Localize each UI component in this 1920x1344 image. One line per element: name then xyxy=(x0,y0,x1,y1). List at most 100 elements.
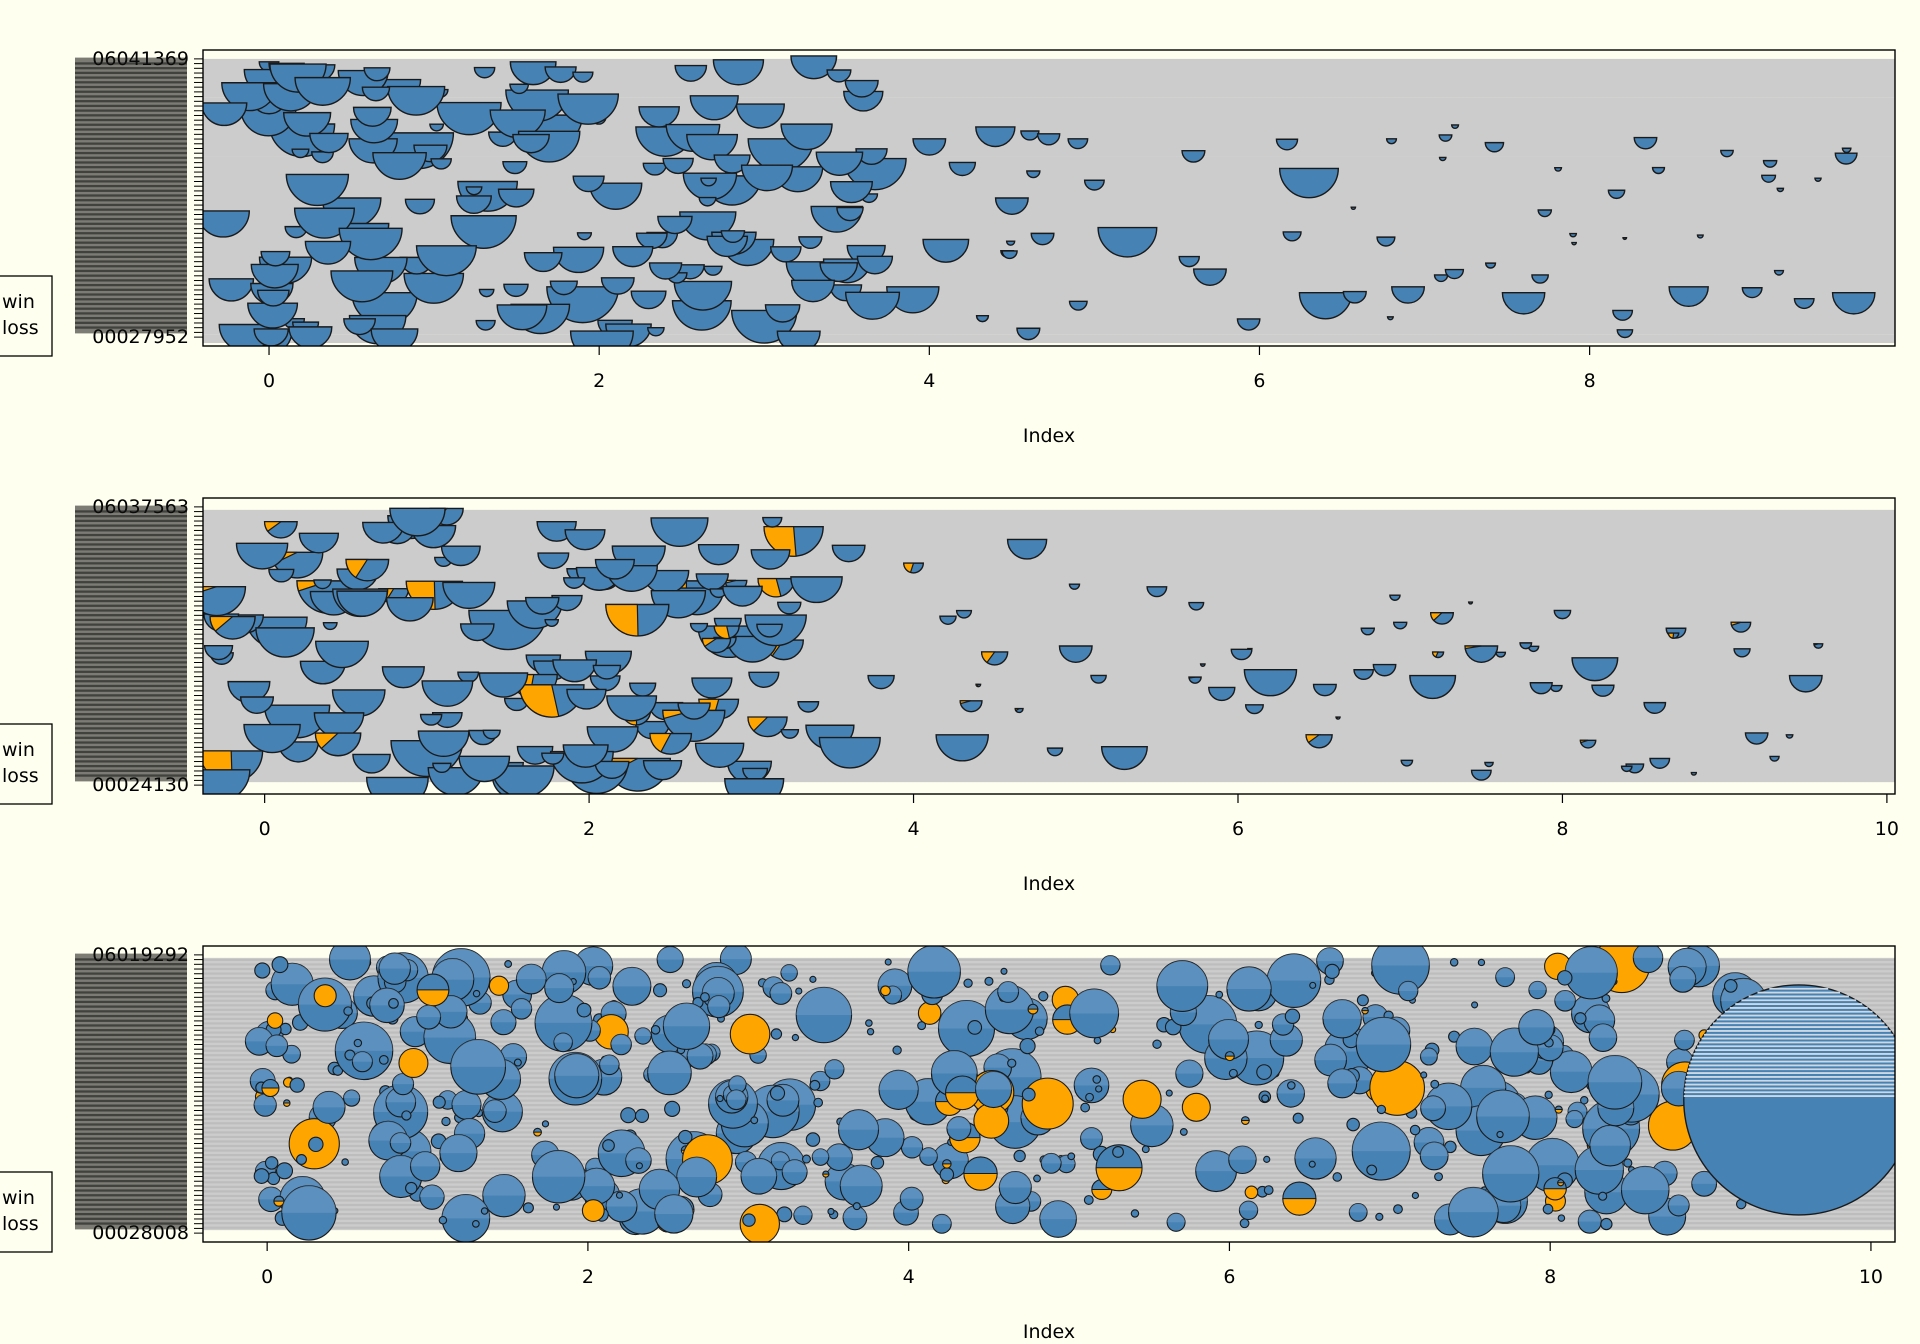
point-loss xyxy=(594,760,630,779)
stripe xyxy=(203,1140,1895,1143)
point-loss xyxy=(1649,757,1671,769)
y-tick-label-overlap xyxy=(75,727,187,735)
point-loss xyxy=(720,230,746,243)
point-loss xyxy=(735,103,785,129)
point-loss xyxy=(1834,152,1858,165)
point-shade xyxy=(1226,967,1272,990)
y-tick-label-overlap xyxy=(75,184,187,192)
point-loss xyxy=(805,1132,821,1147)
point-shade xyxy=(1356,1017,1411,1045)
point-loss xyxy=(1769,755,1780,762)
point-loss xyxy=(1020,130,1040,141)
point-loss xyxy=(1554,166,1563,172)
point-shade xyxy=(843,1206,867,1218)
y-tick-label-overlap xyxy=(75,236,187,244)
y-tick-label-overlap xyxy=(75,283,187,291)
point-shade xyxy=(313,1091,346,1108)
y-tick-label-overlap xyxy=(75,1033,187,1041)
legend-entry-loss: loss xyxy=(2,765,39,787)
y-tick-label-overlap xyxy=(75,109,187,117)
point-loss xyxy=(713,154,751,174)
y-tick-label-overlap xyxy=(75,963,187,971)
y-tick-label-overlap xyxy=(75,255,187,263)
point-win xyxy=(701,637,719,648)
point-loss xyxy=(722,585,763,607)
point-loss xyxy=(674,64,708,82)
point-loss xyxy=(1420,1071,1428,1079)
point-loss xyxy=(1841,147,1852,154)
point-loss xyxy=(255,627,315,658)
point-shade xyxy=(613,967,651,987)
point-loss xyxy=(1090,674,1107,684)
point-shade xyxy=(352,1051,373,1062)
stripe xyxy=(203,976,1895,980)
point-loss xyxy=(256,289,290,307)
point-loss xyxy=(790,279,836,303)
point-loss xyxy=(1409,674,1457,699)
y-tick-label-overlap xyxy=(75,166,187,174)
point-loss xyxy=(1181,149,1206,163)
point-loss xyxy=(1762,159,1778,168)
point-loss xyxy=(856,255,894,275)
y-tick-label-overlap xyxy=(75,194,187,202)
point-win xyxy=(314,732,340,750)
point-loss xyxy=(1256,1064,1272,1080)
point-loss xyxy=(694,742,745,768)
point-loss xyxy=(465,186,483,196)
point-shade xyxy=(416,1005,441,1018)
point-loss xyxy=(282,111,332,137)
point-shade xyxy=(1666,1048,1694,1062)
y-tick-label-overlap xyxy=(75,543,187,551)
point-shade xyxy=(1588,1055,1642,1083)
point-shade xyxy=(1414,1127,1444,1143)
point-loss xyxy=(1068,300,1088,311)
point-shade xyxy=(932,1214,952,1224)
stripe xyxy=(203,1035,1895,1039)
point-loss xyxy=(203,210,250,238)
point-loss xyxy=(1019,1037,1036,1055)
point-loss xyxy=(716,1094,724,1103)
point-shade xyxy=(1167,1213,1186,1223)
point-loss xyxy=(801,1154,811,1164)
point-loss xyxy=(700,177,717,187)
legend-box xyxy=(0,275,53,357)
point-loss xyxy=(1385,138,1398,145)
y-tick-label-overlap xyxy=(75,1146,187,1154)
point-loss xyxy=(600,277,635,295)
plot-area xyxy=(203,507,1895,794)
y-tick-label-overlap xyxy=(75,967,187,975)
point-shade xyxy=(726,1090,747,1100)
point-shade xyxy=(1568,1102,1587,1112)
y-tick-label-overlap xyxy=(75,161,187,169)
legend: win loss xyxy=(0,723,53,805)
point-loss xyxy=(544,618,560,627)
point-shade xyxy=(542,950,586,973)
point-loss xyxy=(1188,601,1205,611)
point-win xyxy=(1432,651,1440,658)
point-loss xyxy=(866,1027,875,1036)
point-loss xyxy=(1000,967,1008,975)
y-tick-label-overlap xyxy=(75,585,187,593)
point-shade xyxy=(1633,946,1663,958)
legend-entry-win: win xyxy=(2,739,35,761)
point-win xyxy=(345,558,369,579)
y-tick-label-overlap xyxy=(75,576,187,584)
point-loss xyxy=(635,1162,643,1170)
point-shade xyxy=(439,1134,477,1154)
y-tick-label-overlap xyxy=(75,632,187,640)
point-loss xyxy=(712,59,765,86)
panel-2: 0246810Index0603756300024130winloss xyxy=(0,496,1899,895)
point-shade xyxy=(741,1158,777,1177)
point-win xyxy=(1543,1188,1567,1201)
point-loss xyxy=(829,180,873,204)
x-axis-label: Index xyxy=(1023,425,1075,447)
point-win xyxy=(981,651,996,664)
point-win xyxy=(1430,612,1444,622)
point-loss xyxy=(1467,601,1474,605)
y-tick-label-overlap xyxy=(75,750,187,758)
point-loss xyxy=(1484,262,1497,269)
y-tick-label-overlap xyxy=(75,1099,187,1107)
point-loss xyxy=(963,978,973,988)
x-tick-label: 2 xyxy=(582,1266,594,1288)
